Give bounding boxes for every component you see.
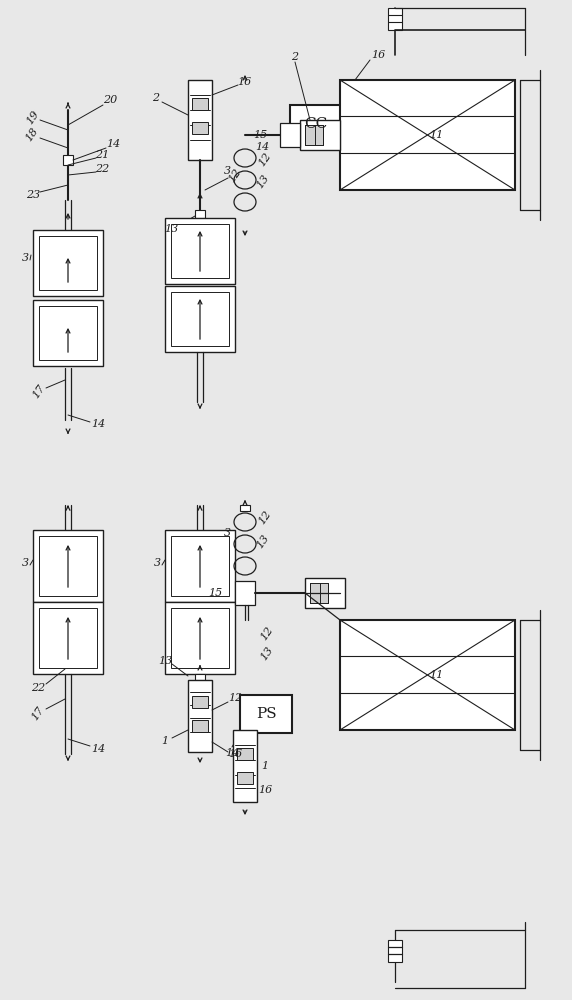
Bar xyxy=(63,155,73,165)
Bar xyxy=(192,122,208,134)
Text: 16: 16 xyxy=(371,50,385,60)
Bar xyxy=(237,748,253,760)
Bar xyxy=(39,608,97,668)
Bar xyxy=(195,674,205,680)
Text: 14: 14 xyxy=(255,142,269,152)
Text: 16: 16 xyxy=(258,785,272,795)
Text: 14: 14 xyxy=(106,139,120,149)
Text: 12: 12 xyxy=(259,624,275,642)
Bar xyxy=(165,602,235,674)
Bar xyxy=(240,505,250,511)
Bar xyxy=(305,578,345,608)
Bar xyxy=(235,581,255,605)
Text: 13: 13 xyxy=(164,224,178,234)
Text: 17: 17 xyxy=(31,382,47,400)
Text: 11: 11 xyxy=(429,670,443,680)
Bar xyxy=(171,224,229,278)
Text: 11: 11 xyxy=(429,130,443,140)
Text: 3: 3 xyxy=(153,558,161,568)
Text: 22: 22 xyxy=(95,164,109,174)
Bar xyxy=(188,680,212,752)
Bar xyxy=(388,940,402,962)
Bar xyxy=(171,536,229,596)
Text: 13: 13 xyxy=(255,172,271,190)
Bar xyxy=(240,695,292,733)
Bar xyxy=(165,530,235,602)
Text: 12: 12 xyxy=(227,166,243,184)
Bar xyxy=(39,236,97,290)
Text: 19: 19 xyxy=(25,108,41,126)
Text: 14: 14 xyxy=(91,744,105,754)
Text: 18: 18 xyxy=(24,125,40,143)
Text: 1: 1 xyxy=(161,736,169,746)
Bar xyxy=(340,620,515,730)
Text: 12: 12 xyxy=(228,693,242,703)
Bar xyxy=(171,608,229,668)
Text: 12: 12 xyxy=(257,508,273,526)
Bar xyxy=(165,286,235,352)
Text: 13: 13 xyxy=(259,644,275,662)
Text: 23: 23 xyxy=(26,190,40,200)
Bar xyxy=(192,696,208,708)
Bar xyxy=(388,8,402,30)
Bar xyxy=(300,120,340,150)
Bar xyxy=(305,125,323,145)
Bar xyxy=(33,530,103,602)
Bar xyxy=(195,210,205,218)
Text: 13: 13 xyxy=(255,532,271,550)
Text: 15: 15 xyxy=(253,130,267,140)
Text: CC: CC xyxy=(304,117,328,131)
Bar xyxy=(33,300,103,366)
Bar xyxy=(165,218,235,284)
Text: PS: PS xyxy=(256,707,276,721)
Text: 21: 21 xyxy=(95,150,109,160)
Text: 12: 12 xyxy=(257,150,273,168)
Bar xyxy=(39,306,97,360)
Text: 13: 13 xyxy=(158,656,172,666)
Text: 3: 3 xyxy=(21,558,29,568)
Bar xyxy=(237,772,253,784)
Bar xyxy=(192,720,208,732)
Bar xyxy=(290,105,342,143)
Bar xyxy=(280,123,300,147)
Text: 2: 2 xyxy=(152,93,160,103)
Text: 16: 16 xyxy=(237,77,251,87)
Text: 1: 1 xyxy=(261,761,269,771)
Text: 14: 14 xyxy=(225,748,239,758)
Bar xyxy=(33,602,103,674)
Bar xyxy=(233,730,257,802)
Text: 16: 16 xyxy=(228,749,242,759)
Bar xyxy=(171,292,229,346)
Text: 2: 2 xyxy=(292,52,299,62)
Text: 22: 22 xyxy=(31,683,45,693)
Text: 17: 17 xyxy=(30,704,46,722)
Bar xyxy=(340,80,515,190)
Bar xyxy=(192,98,208,110)
Text: 14: 14 xyxy=(91,419,105,429)
Text: 3: 3 xyxy=(21,253,29,263)
Bar xyxy=(188,80,212,160)
Bar xyxy=(39,536,97,596)
Text: 3: 3 xyxy=(224,166,231,176)
Text: 3: 3 xyxy=(224,528,231,538)
Text: 15: 15 xyxy=(208,588,222,598)
Bar xyxy=(33,230,103,296)
Bar xyxy=(310,583,328,603)
Text: 20: 20 xyxy=(103,95,117,105)
